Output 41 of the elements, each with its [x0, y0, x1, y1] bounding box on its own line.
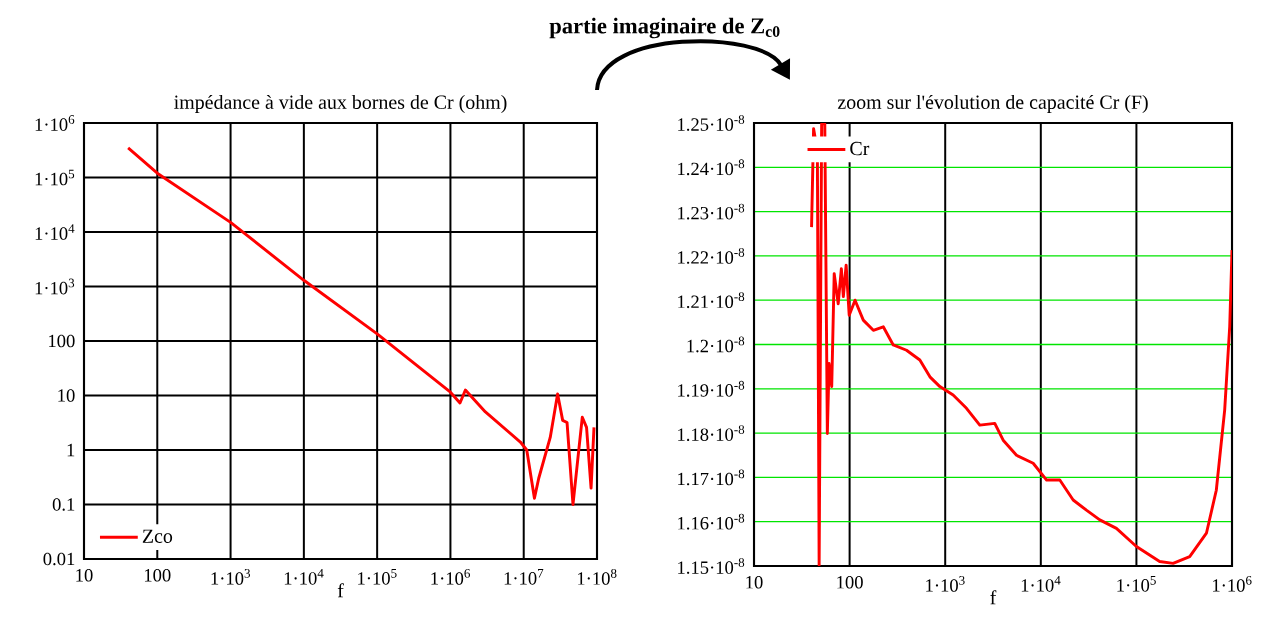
y-tick-label: 1.2·10$^{-8}$	[687, 336, 745, 353]
x-tick-label: 1·10$^{6}$	[1213, 576, 1252, 592]
y-tick-label: 1.23·10$^{-8}$	[678, 203, 745, 220]
y-tick-label: 1.21·10$^{-8}$	[678, 292, 745, 309]
chart-title: impédance à vide aux bornes de Cr (ohm)	[174, 94, 507, 113]
y-tick-label: 1	[67, 443, 75, 457]
y-tick-label: 1.24·10$^{-8}$	[678, 159, 745, 176]
y-tick-label: 1·10$^{3}$	[35, 278, 75, 295]
y-tick-label: 1.22·10$^{-8}$	[678, 247, 745, 264]
y-tick-label: 0.01	[43, 552, 75, 566]
x-tick-label: 1·10$^{3}$	[211, 569, 251, 585]
y-tick-label: 1·10$^{4}$	[35, 224, 75, 240]
x-axis-title: f	[990, 590, 997, 605]
y-tick-label: 0.1	[52, 498, 75, 511]
y-tick-label: 100	[49, 334, 75, 348]
x-tick-label: 10	[746, 576, 763, 589]
x-tick-label: 1·10$^{8}$	[578, 569, 617, 585]
x-tick-label: 1·10$^{4}$	[284, 569, 324, 585]
x-tick-label: 1·10$^{6}$	[431, 569, 471, 585]
x-axis-title: f	[337, 583, 344, 598]
y-tick-label: 1·10$^{6}$	[35, 115, 75, 131]
y-tick-label: 1.25·10$^{-8}$	[678, 115, 745, 131]
x-tick-label: 100	[837, 576, 863, 589]
y-tick-label: 1.19·10$^{-8}$	[678, 380, 745, 397]
y-tick-label: 1·10$^{5}$	[35, 169, 75, 186]
chart-title: zoom sur l'évolution de capacité Cr (F)	[837, 94, 1148, 113]
x-tick-label: 1·10$^{7}$	[504, 569, 544, 585]
legend-label: Cr	[850, 141, 870, 156]
x-tick-label: 1·10$^{3}$	[926, 576, 965, 592]
x-tick-label: 1·10$^{4}$	[1021, 576, 1061, 592]
legend-label: Zco	[142, 529, 173, 543]
y-tick-label: 1.15·10$^{-8}$	[678, 558, 745, 574]
x-tick-label: 1·10$^{5}$	[1117, 576, 1156, 592]
y-tick-label: 1.18·10$^{-8}$	[678, 425, 745, 442]
x-tick-label: 1·10$^{5}$	[358, 569, 397, 585]
x-tick-label: 10	[76, 569, 93, 582]
y-tick-label: 1.17·10$^{-8}$	[678, 469, 745, 486]
x-tick-label: 100	[144, 569, 171, 582]
y-tick-label: 10	[58, 389, 75, 402]
y-tick-label: 1.16·10$^{-8}$	[678, 513, 745, 530]
text: partie imaginaire de Z$_{c0}$	[549, 17, 780, 39]
